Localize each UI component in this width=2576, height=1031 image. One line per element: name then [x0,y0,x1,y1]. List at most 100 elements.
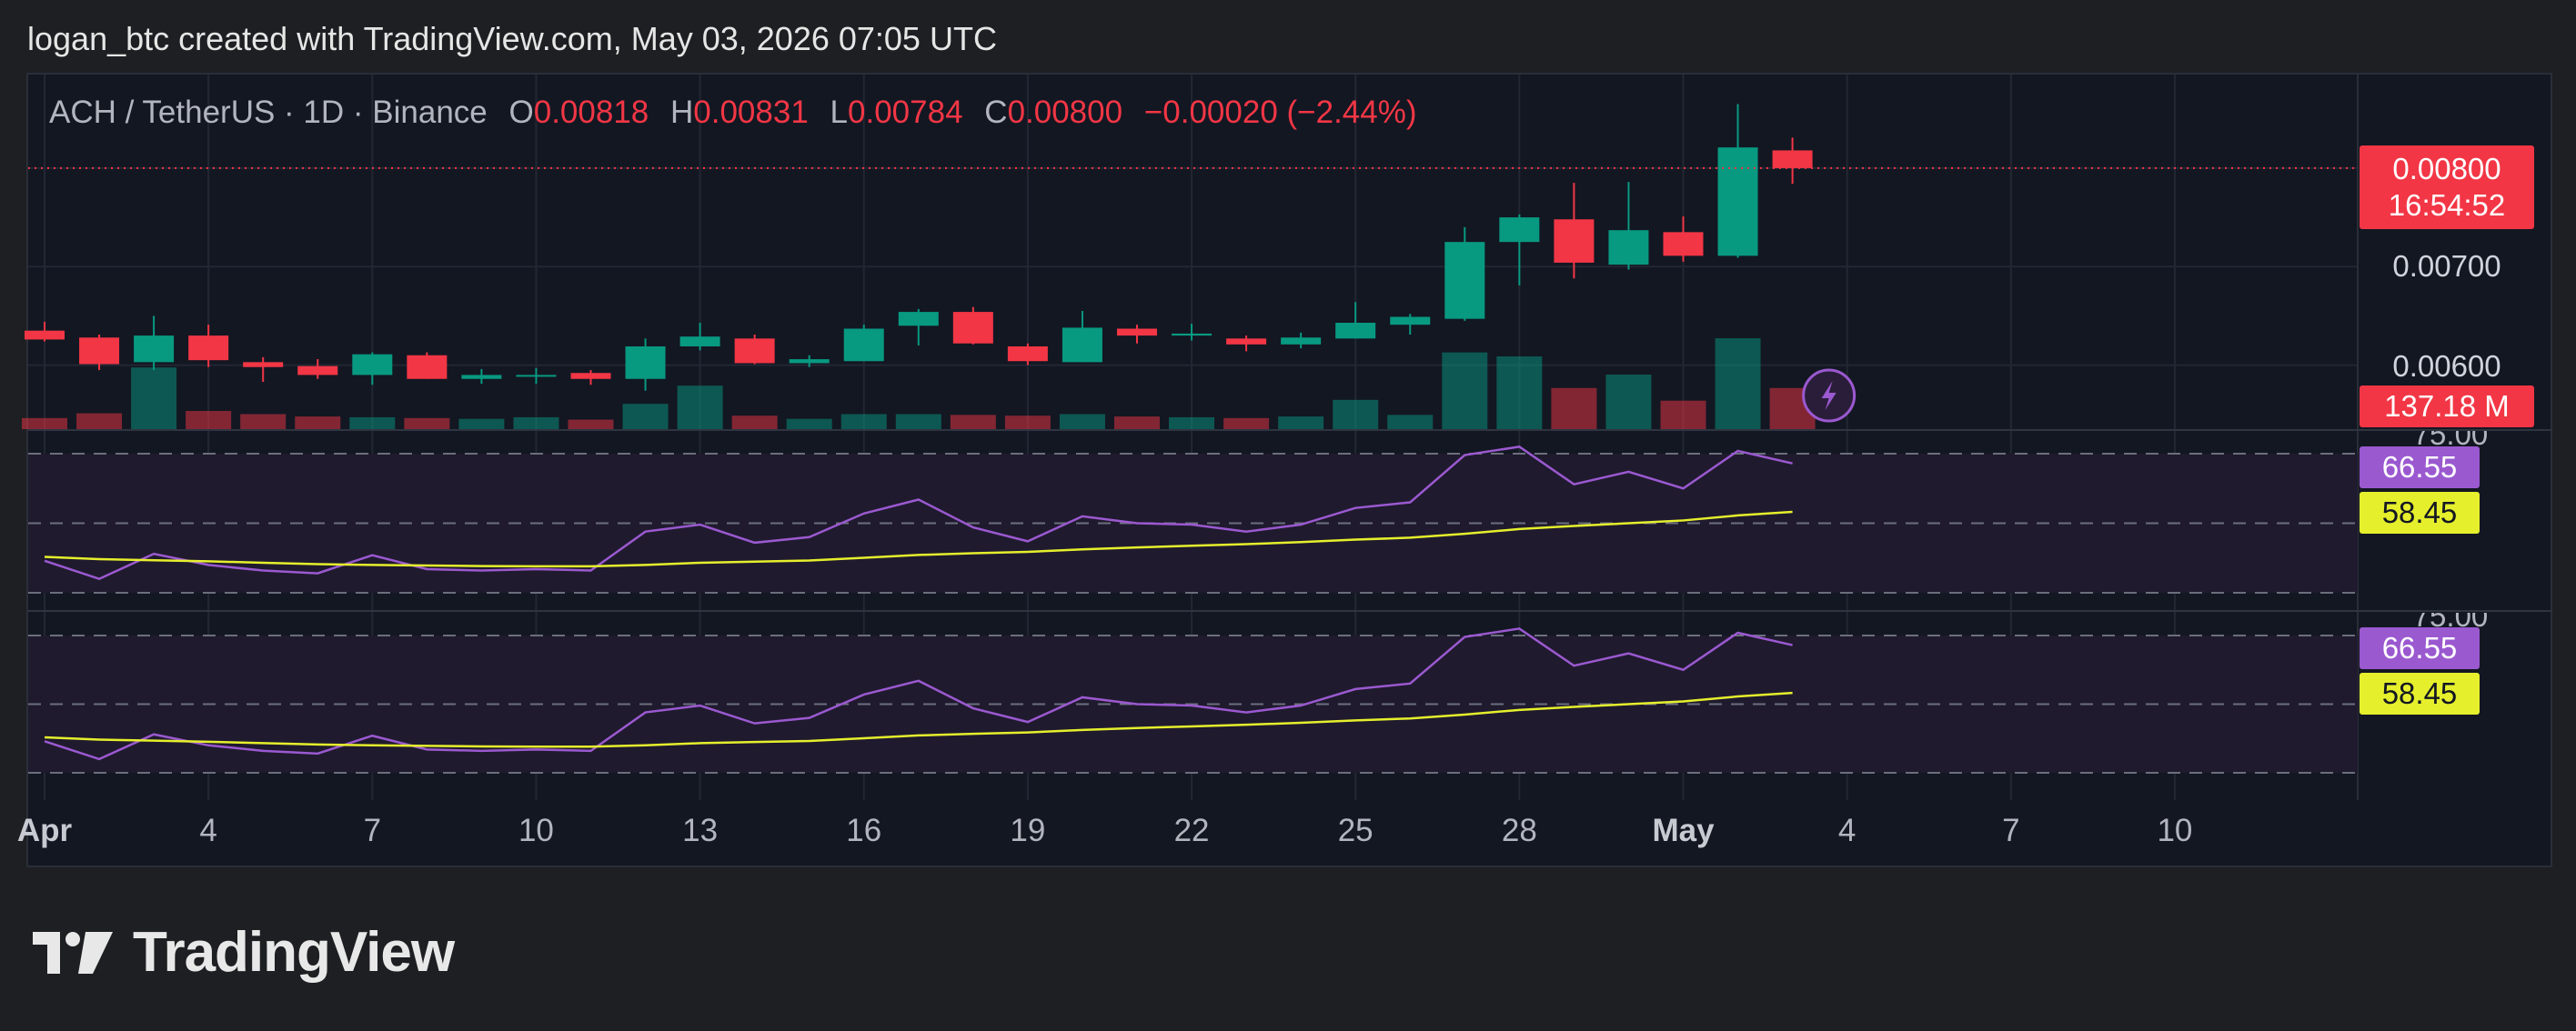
time-axis-label: 7 [2002,813,2019,848]
candle-body [789,359,830,364]
time-axis-label: 10 [518,813,554,848]
candle-body [1062,327,1102,363]
volume-bar [1223,417,1270,429]
volume-bar [1169,416,1215,429]
legend-high-label: H [670,95,694,130]
legend-open-value: 0.00818 [533,95,649,130]
volume-bar [731,415,778,429]
volume-bar [22,417,67,429]
candle-body [1717,147,1758,256]
rsi-value-tag: 66.55 [2360,627,2480,669]
candle-body [243,362,284,367]
volume-bar [76,413,123,429]
candle-body [1281,337,1322,345]
attribution-text: logan_btc created with TradingView.com, … [27,20,997,57]
volume-bar [568,419,614,429]
volume-bar [1715,338,1761,429]
legend-low-label: L [830,95,849,130]
candle-body [843,328,884,362]
volume-tag: 137.18 M [2360,385,2534,427]
candle-body [1499,217,1540,243]
candle-body [461,375,502,379]
candle-body [679,336,720,346]
volume-bar [404,417,450,429]
candle-body [79,337,120,365]
volume-bar [1496,356,1543,429]
candle-body [952,312,993,344]
lightning-glyph [1821,381,1836,410]
candle-body [1663,232,1704,256]
price-axis-label: 0.00700 [2392,249,2501,283]
rsi-ma-line [44,510,1793,568]
time-axis-label: 4 [1838,813,1856,848]
rsi-line [44,627,1793,761]
legend-symbol: ACH / TetherUS · 1D · Binance [49,95,488,130]
time-axis-label: 4 [199,813,216,848]
volume-bar [295,416,341,429]
volume-bar [1660,400,1706,429]
volume-bar [840,414,887,429]
tradingview-logo[interactable]: TradingView [33,920,455,985]
candle-body [134,335,175,363]
candle-body [1390,316,1431,325]
rsi-ma-line [44,691,1793,748]
candle-body [516,375,557,377]
volume-bar [950,415,996,429]
time-axis-label: 7 [364,813,381,848]
indicator-lines [44,445,1793,761]
candle-body [1117,328,1157,336]
time-axis-label: 16 [846,813,881,848]
symbol-legend: ACH / TetherUS · 1D · Binance O0.00818 H… [49,95,1417,131]
rsi-ma-value-tag: 58.45 [2360,673,2480,715]
volume-bars [22,338,1816,429]
candle-countdown: 16:54:52 [2388,188,2506,222]
candle-body [1608,230,1649,265]
candle-body [188,335,229,361]
rsi-ma-value-tag: 58.45 [2360,492,2480,534]
current-price-value: 0.00800 [2392,152,2501,185]
volume-bar [1059,414,1105,429]
volume-bar [786,418,832,429]
time-axis-label: 10 [2157,813,2192,848]
volume-bar [1114,416,1160,429]
legend-close-label: C [984,95,1008,130]
tradingview-logo-icon [33,931,113,974]
rsi-value-tag: 66.55 [2360,446,2480,488]
candle-body [1444,242,1485,319]
axis-mask [2360,591,2541,613]
candle-body [1226,338,1267,345]
volume-bar [1605,375,1652,429]
volume-bar [1004,415,1051,429]
legend-change-value: −0.00020 (−2.44%) [1143,95,1417,130]
candle-body [898,312,939,326]
candle-body [352,354,393,375]
volume-bar [1551,387,1597,429]
volume-bar [1387,415,1434,429]
legend-open-label: O [508,95,534,130]
volume-bar [186,411,232,429]
candlesticks [25,104,1813,391]
rsi-line [44,445,1793,581]
legend-close-value: 0.00800 [1007,95,1123,130]
candle-body [1007,346,1048,362]
candle-body [1554,219,1595,263]
candle-body [734,338,775,364]
volume-bar [513,416,559,429]
time-axis-label: 28 [1502,813,1537,848]
candle-body [25,330,65,340]
indicator-panes [28,453,2358,774]
volume-bar [1442,352,1488,429]
time-axis-label: 25 [1338,813,1374,848]
time-axis-label: 13 [682,813,718,848]
candle-body [570,373,611,379]
volume-bar [895,414,941,429]
candle-body [297,365,338,375]
time-axis-label: Apr [17,813,73,848]
candle-body [625,346,666,379]
time-axis-label: May [1652,813,1715,848]
candle-body [1335,323,1376,339]
candle-body [1772,150,1813,168]
candle-body [407,355,448,379]
